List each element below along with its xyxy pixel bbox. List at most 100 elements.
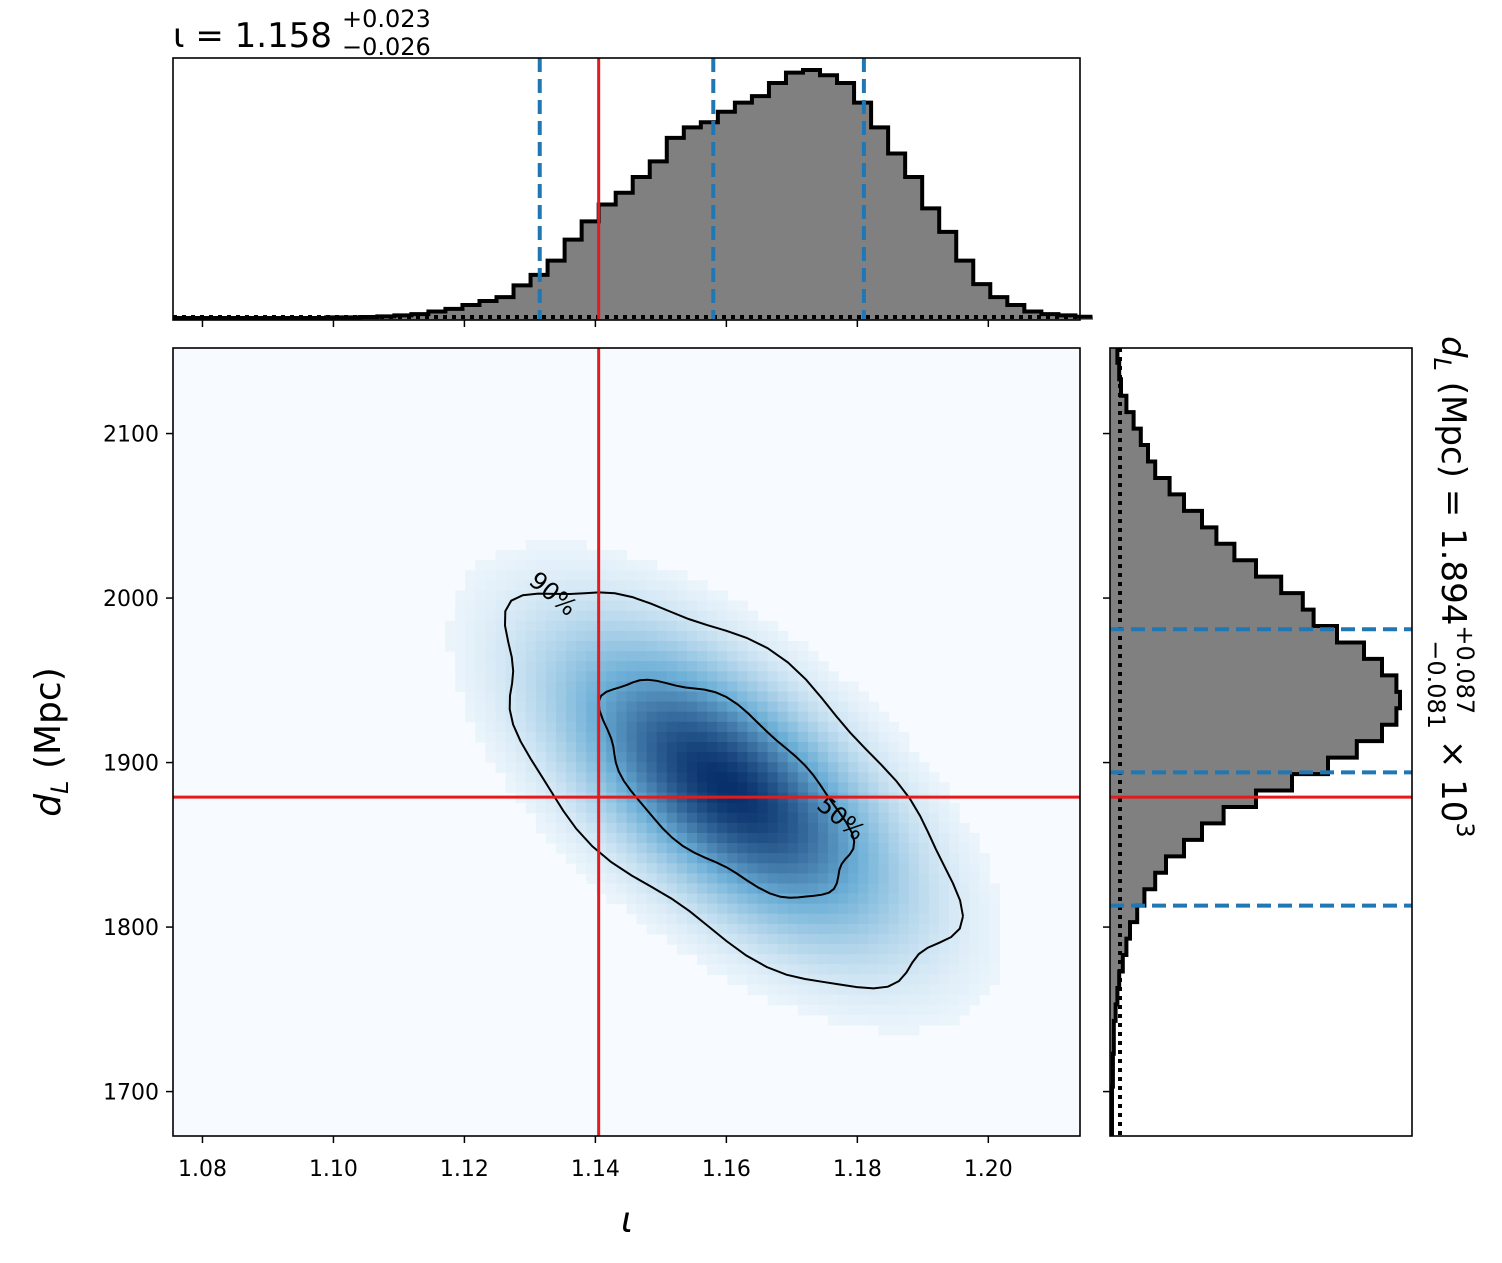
heatmap-cell xyxy=(737,883,749,895)
heatmap-cell xyxy=(707,812,718,824)
heatmap-cell xyxy=(727,802,738,814)
heatmap-cell xyxy=(737,731,749,743)
heatmap-cell xyxy=(767,843,779,854)
heatmap-cell xyxy=(777,802,789,814)
heatmap-cell xyxy=(616,610,628,622)
heatmap-cell xyxy=(959,913,970,925)
heatmap-cell xyxy=(636,580,648,592)
heatmap-cell xyxy=(686,661,698,672)
heatmap-cell xyxy=(757,752,769,763)
heatmap-cell xyxy=(535,560,547,571)
heatmap-cell xyxy=(576,772,587,784)
heatmap-cell xyxy=(767,883,779,895)
hist-bar-20 xyxy=(513,285,532,320)
marginal-iota-histogram xyxy=(173,68,1093,321)
heatmap-cell xyxy=(969,843,980,854)
heatmap-cell xyxy=(888,1024,900,1036)
heatmap-cell xyxy=(495,640,507,652)
heatmap-cell xyxy=(707,832,718,844)
heatmap-cell xyxy=(485,580,497,592)
hist-bar-8 xyxy=(1110,987,1118,1005)
heatmap-cell xyxy=(606,762,618,773)
heatmap-cell xyxy=(636,812,648,824)
heatmap-cell xyxy=(767,812,779,824)
heatmap-cell xyxy=(515,550,527,561)
heatmap-cell xyxy=(918,812,930,824)
heatmap-cell xyxy=(767,742,779,753)
heatmap-cell xyxy=(656,762,668,773)
heatmap-cell xyxy=(676,893,688,905)
heatmap-cell xyxy=(606,580,618,592)
heatmap-cell xyxy=(646,560,658,571)
heatmap-cell xyxy=(676,913,688,925)
heatmap-cell xyxy=(979,944,990,955)
heatmap-cell xyxy=(555,630,567,642)
heatmap-cell xyxy=(918,954,930,965)
heatmap-cell xyxy=(686,893,698,905)
heatmap-cell xyxy=(626,620,638,632)
heatmap-cell xyxy=(666,752,678,763)
heatmap-cell xyxy=(959,944,970,955)
heatmap-cell xyxy=(737,691,749,703)
heatmap-cell xyxy=(626,560,638,571)
heatmap-cell xyxy=(858,812,869,824)
heatmap-cell xyxy=(666,873,678,885)
title-dL-minus: −0.081 xyxy=(1422,640,1450,729)
heatmap-cell xyxy=(888,752,900,763)
heatmap-cell xyxy=(928,893,940,905)
heatmap-cell xyxy=(475,570,487,581)
heatmap-cell xyxy=(676,570,688,581)
heatmap-cell xyxy=(596,721,607,733)
heatmap-cell xyxy=(848,964,859,975)
heatmap-cell xyxy=(717,600,728,612)
heatmap-cell xyxy=(485,590,497,602)
heatmap-cell xyxy=(626,762,638,773)
heatmap-cell xyxy=(616,630,628,642)
heatmap-cell xyxy=(838,742,849,753)
heatmap-cell xyxy=(707,853,718,864)
heatmap-cell xyxy=(757,933,769,945)
heatmap-cell xyxy=(535,610,547,622)
heatmap-cell xyxy=(656,731,668,743)
heatmap-cell xyxy=(747,873,759,885)
heatmap-cell xyxy=(838,913,849,925)
heatmap-cell xyxy=(918,974,930,986)
heatmap-cell xyxy=(878,782,890,794)
heatmap-cell xyxy=(455,600,466,612)
heatmap-cell xyxy=(838,731,849,743)
heatmap-cell xyxy=(555,832,567,844)
heatmap-cell xyxy=(868,701,880,713)
heatmap-cell xyxy=(989,944,1000,955)
marginal-iota-frame xyxy=(172,57,1081,321)
heatmap-cell xyxy=(636,681,648,693)
heatmap-cell xyxy=(586,711,597,723)
heatmap-cell xyxy=(636,772,648,784)
heatmap-cell xyxy=(707,681,718,693)
heatmap-cell xyxy=(817,863,829,874)
y-tick-label-2: 1900 xyxy=(103,752,159,777)
heatmap-cell xyxy=(777,752,789,763)
heatmap-cell xyxy=(817,671,829,682)
heatmap-cell xyxy=(928,772,940,784)
heatmap-cell xyxy=(646,711,658,723)
heatmap-cell xyxy=(838,832,849,844)
heatmap-cell xyxy=(737,893,749,905)
heatmap-cell xyxy=(757,893,769,905)
heatmap-cell xyxy=(777,782,789,794)
heatmap-cell xyxy=(908,994,920,1006)
heatmap-cell xyxy=(626,903,638,915)
heatmap-cell xyxy=(666,802,678,814)
heatmap-cell xyxy=(666,782,678,794)
heatmap-cell xyxy=(888,731,900,743)
heatmap-cell xyxy=(908,762,920,773)
heatmap-cell xyxy=(626,863,638,874)
heatmap-cell xyxy=(938,913,950,925)
heatmap-cell xyxy=(727,883,738,895)
heatmap-cell xyxy=(848,974,859,986)
heatmap-cell xyxy=(828,772,839,784)
heatmap-cell xyxy=(868,994,880,1006)
heatmap-cell xyxy=(858,843,869,854)
heatmap-cell xyxy=(707,731,718,743)
heatmap-cell xyxy=(555,752,567,763)
heatmap-cell xyxy=(616,782,628,794)
